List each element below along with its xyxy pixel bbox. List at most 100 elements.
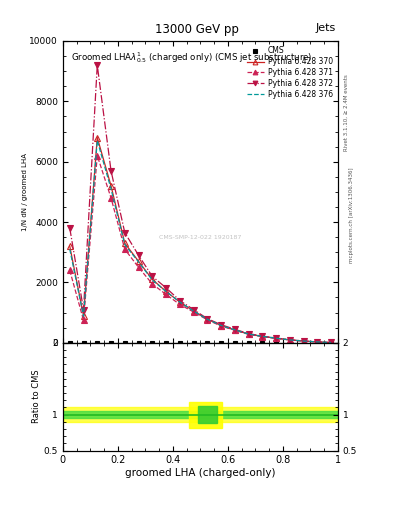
Line: CMS: CMS [67, 340, 334, 345]
Text: Jets: Jets [316, 23, 336, 33]
Pythia 6.428 376 [329, 339, 334, 346]
X-axis label: groomed LHA (charged-only): groomed LHA (charged-only) [125, 468, 275, 478]
Pythia 6.428 376 [315, 339, 320, 345]
Pythia 6.428 370 [329, 339, 334, 346]
Bar [63, 408, 338, 422]
Pythia 6.428 376 [205, 316, 210, 322]
Pythia 6.428 372 [68, 225, 72, 231]
Pythia 6.428 371 [315, 339, 320, 345]
CMS [191, 339, 196, 346]
Pythia 6.428 376 [68, 246, 72, 252]
Pythia 6.428 371 [108, 195, 114, 201]
Pythia 6.428 372 [150, 273, 155, 280]
Pythia 6.428 371 [288, 337, 292, 343]
Pythia 6.428 370 [260, 333, 265, 339]
Pythia 6.428 370 [136, 258, 141, 264]
Pythia 6.428 372 [315, 339, 320, 345]
Pythia 6.428 376 [260, 333, 265, 339]
Pythia 6.428 372 [274, 335, 279, 341]
Pythia 6.428 372 [246, 330, 251, 336]
CMS [164, 339, 169, 346]
CMS [150, 339, 155, 346]
Line: Pythia 6.428 376: Pythia 6.428 376 [70, 141, 331, 343]
Pythia 6.428 376 [178, 299, 182, 305]
Pythia 6.428 376 [123, 242, 127, 248]
Pythia 6.428 376 [136, 259, 141, 265]
Pythia 6.428 371 [205, 317, 210, 323]
Pythia 6.428 372 [164, 285, 169, 291]
Pythia 6.428 370 [150, 276, 155, 283]
CMS [246, 339, 251, 346]
Pythia 6.428 370 [219, 323, 223, 329]
Pythia 6.428 371 [150, 281, 155, 287]
Pythia 6.428 371 [136, 264, 141, 270]
Pythia 6.428 370 [205, 316, 210, 322]
Pythia 6.428 372 [205, 315, 210, 322]
CMS [274, 339, 279, 346]
Pythia 6.428 376 [288, 337, 292, 343]
CMS [136, 339, 141, 346]
CMS [81, 339, 86, 346]
Text: 13000 GeV pp: 13000 GeV pp [154, 23, 239, 36]
Pythia 6.428 370 [108, 183, 114, 189]
Pythia 6.428 370 [164, 288, 169, 294]
Pythia 6.428 371 [219, 323, 223, 329]
Bar [198, 406, 217, 423]
Legend: CMS, Pythia 6.428 370, Pythia 6.428 371, Pythia 6.428 372, Pythia 6.428 376: CMS, Pythia 6.428 370, Pythia 6.428 371,… [245, 45, 334, 100]
Pythia 6.428 372 [301, 338, 306, 344]
Pythia 6.428 370 [233, 327, 237, 333]
CMS [68, 339, 72, 346]
Pythia 6.428 372 [288, 337, 292, 343]
Pythia 6.428 376 [108, 186, 114, 192]
Pythia 6.428 371 [164, 291, 169, 297]
Pythia 6.428 370 [301, 338, 306, 344]
Pythia 6.428 376 [95, 138, 100, 144]
Text: Rivet 3.1.10, ≥ 2.4M events: Rivet 3.1.10, ≥ 2.4M events [344, 74, 349, 151]
Pythia 6.428 371 [68, 267, 72, 273]
Pythia 6.428 376 [191, 308, 196, 314]
Pythia 6.428 372 [108, 167, 114, 174]
Bar [63, 411, 338, 418]
Text: CMS-SMP-12-022 1920187: CMS-SMP-12-022 1920187 [159, 234, 242, 240]
Pythia 6.428 370 [246, 331, 251, 337]
Pythia 6.428 372 [191, 307, 196, 313]
Pythia 6.428 370 [95, 135, 100, 141]
Pythia 6.428 376 [274, 335, 279, 342]
CMS [301, 339, 306, 346]
Text: mcplots.cern.ch [arXiv:1306.3436]: mcplots.cern.ch [arXiv:1306.3436] [349, 167, 354, 263]
Pythia 6.428 376 [219, 323, 223, 329]
Pythia 6.428 376 [233, 327, 237, 333]
Pythia 6.428 370 [274, 335, 279, 342]
Pythia 6.428 370 [315, 339, 320, 345]
Y-axis label: Ratio to CMS: Ratio to CMS [32, 370, 41, 423]
Pythia 6.428 372 [260, 333, 265, 339]
Line: Pythia 6.428 371: Pythia 6.428 371 [67, 153, 334, 345]
Pythia 6.428 372 [123, 229, 127, 236]
Pythia 6.428 376 [81, 313, 86, 319]
Text: Groomed LHA$\lambda^{1}_{0.5}$ (charged only) (CMS jet substructure): Groomed LHA$\lambda^{1}_{0.5}$ (charged … [71, 50, 313, 65]
Pythia 6.428 372 [329, 339, 334, 346]
Pythia 6.428 371 [260, 333, 265, 339]
Pythia 6.428 376 [164, 288, 169, 294]
CMS [108, 339, 114, 346]
Pythia 6.428 371 [246, 331, 251, 337]
Pythia 6.428 370 [191, 308, 196, 314]
Pythia 6.428 371 [191, 309, 196, 315]
Line: Pythia 6.428 372: Pythia 6.428 372 [67, 62, 334, 345]
CMS [260, 339, 265, 346]
Pythia 6.428 372 [178, 297, 182, 304]
CMS [205, 339, 210, 346]
Pythia 6.428 371 [329, 339, 334, 346]
Pythia 6.428 370 [81, 312, 86, 318]
Pythia 6.428 372 [233, 326, 237, 332]
Pythia 6.428 372 [81, 307, 86, 313]
CMS [219, 339, 223, 346]
Pythia 6.428 376 [301, 338, 306, 344]
Line: Pythia 6.428 370: Pythia 6.428 370 [67, 135, 334, 345]
Pythia 6.428 371 [233, 327, 237, 333]
Pythia 6.428 371 [178, 302, 182, 308]
CMS [329, 339, 334, 346]
Pythia 6.428 372 [95, 62, 100, 68]
Pythia 6.428 371 [95, 153, 100, 159]
CMS [95, 339, 100, 346]
